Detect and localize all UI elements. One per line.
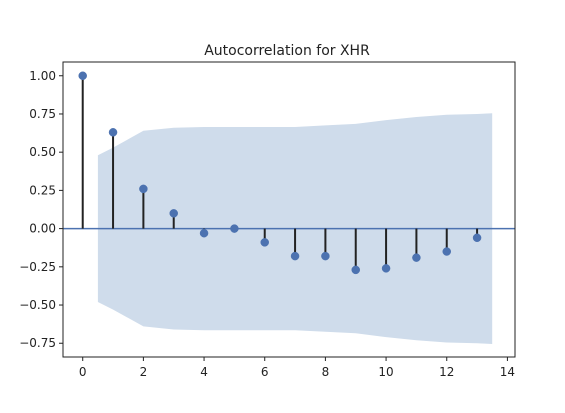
y-tick-label: 0.25 [29,183,56,197]
chart-title: Autocorrelation for XHR [204,43,370,59]
marker-lag-7 [290,251,300,261]
x-axis-ticks: 0 2 4 6 8 10 12 14 [79,357,515,379]
y-tick-label: 0.00 [29,222,56,236]
marker-lag-5 [230,224,239,233]
x-tick-label: 4 [200,365,208,379]
marker-layer [78,71,482,275]
axes-frame [62,61,516,358]
x-tick-label: 0 [79,365,87,379]
y-tick-label: −0.50 [19,298,56,312]
x-tick-label: 12 [439,365,454,379]
y-tick-label: 0.75 [29,107,56,121]
marker-lag-2 [139,184,148,194]
x-tick-label: 2 [140,365,148,379]
marker-lag-9 [351,265,360,275]
x-tick-label: 10 [378,365,393,379]
y-tick-label: −0.75 [19,336,56,350]
y-tick-label: 1.00 [29,69,56,83]
marker-lag-8 [321,251,330,261]
stem-layer [81,75,479,270]
x-tick-label: 8 [322,365,330,379]
marker-lag-0 [78,71,87,81]
marker-lag-10 [381,264,391,273]
marker-lag-13 [472,233,482,243]
y-axis-ticks: 1.00 0.75 0.50 0.25 0.00 −0.25 −0.50 −0.75 [19,69,63,350]
x-tick-label: 14 [500,365,515,379]
marker-lag-1 [108,128,118,137]
marker-lag-11 [412,253,421,262]
x-tick-label: 6 [261,365,269,379]
axes-layer [62,61,516,358]
marker-lag-4 [199,228,209,238]
y-tick-label: 0.50 [29,145,56,159]
marker-lag-12 [442,247,451,256]
marker-lag-3 [169,209,178,218]
marker-lag-6 [260,238,269,247]
y-tick-label: −0.25 [19,260,56,274]
